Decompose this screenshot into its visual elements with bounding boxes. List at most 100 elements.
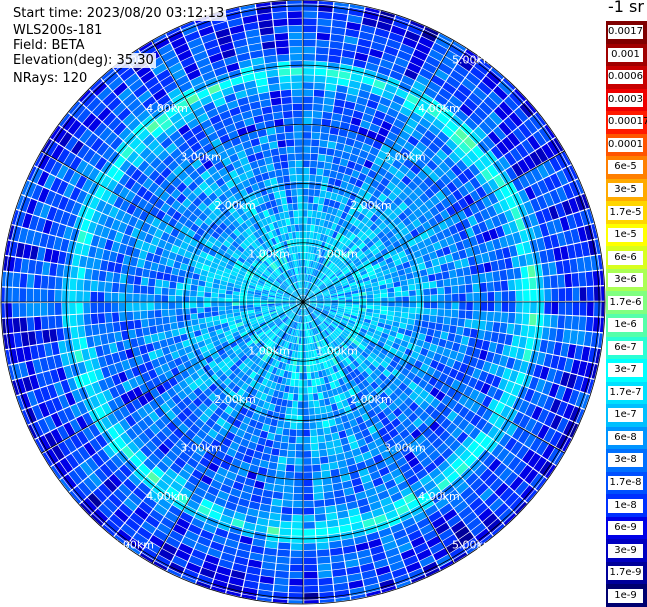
- range-gate-cell: [298, 315, 301, 323]
- range-gate-cell: [348, 580, 364, 589]
- range-gate-cell: [221, 256, 229, 264]
- range-gate-cell: [280, 521, 292, 529]
- range-gate-cell: [248, 501, 261, 510]
- range-gate-cell: [483, 96, 498, 111]
- range-gate-cell: [303, 309, 306, 316]
- range-gate-cell: [349, 362, 357, 371]
- range-gate-cell: [385, 257, 394, 265]
- range-gate-cell: [105, 322, 114, 333]
- range-gate-cell: [374, 208, 384, 218]
- range-gate-cell: [522, 449, 535, 464]
- range-gate-cell: [281, 315, 288, 321]
- range-gate-cell: [462, 511, 477, 526]
- range-gate-cell: [366, 302, 374, 306]
- range-gate-cell: [286, 240, 291, 248]
- range-gate-cell: [424, 462, 437, 474]
- range-gate-cell: [472, 445, 485, 458]
- range-gate-cell: [257, 367, 264, 376]
- range-gate-cell: [294, 275, 298, 282]
- range-gate-cell: [493, 106, 508, 121]
- range-gate-cell: [319, 314, 326, 320]
- range-gate-cell: [564, 315, 573, 330]
- range-gate-cell: [550, 234, 560, 248]
- range-gate-cell: [306, 224, 311, 232]
- range-gate-cell: [338, 234, 345, 243]
- range-gate-cell: [555, 261, 564, 275]
- range-gate-cell: [374, 377, 383, 386]
- range-gate-cell: [362, 337, 371, 344]
- range-gate-cell: [35, 260, 44, 275]
- range-gate-cell: [214, 240, 223, 248]
- range-gate-cell: [337, 78, 350, 87]
- range-gate-cell: [268, 294, 276, 298]
- range-gate-cell: [39, 233, 49, 248]
- range-gate-cell: [187, 118, 200, 130]
- range-gate-cell: [330, 554, 344, 563]
- range-gate-cell: [290, 415, 297, 422]
- range-gate-cell: [414, 395, 424, 406]
- range-gate-cell: [366, 294, 374, 299]
- range-gate-cell: [459, 122, 473, 136]
- range-gate-cell: [291, 372, 296, 380]
- range-gate-cell: [263, 271, 270, 277]
- range-gate-cell: [26, 317, 35, 331]
- range-gate-cell: [391, 567, 408, 579]
- range-gate-cell: [303, 288, 306, 295]
- range-gate-cell: [549, 431, 563, 447]
- range-gate-cell: [335, 314, 343, 319]
- range-gate-cell: [365, 287, 373, 292]
- range-gate-cell: [95, 247, 104, 260]
- range-gate-cell: [21, 180, 30, 195]
- range-gate-cell: [191, 517, 205, 529]
- range-gate-cell: [413, 385, 424, 396]
- range-gate-cell: [251, 335, 259, 342]
- range-gate-cell: [412, 270, 421, 278]
- range-gate-cell: [407, 135, 419, 147]
- range-gate-cell: [280, 257, 286, 264]
- range-gate-cell: [210, 155, 221, 165]
- range-gate-cell: [104, 376, 115, 389]
- range-gate-cell: [313, 277, 319, 285]
- range-gate-cell: [336, 311, 344, 315]
- range-gate-cell: [340, 56, 354, 66]
- range-gate-cell: [306, 267, 309, 274]
- range-gate-cell: [211, 439, 222, 450]
- range-gate-cell: [111, 241, 121, 253]
- range-gate-cell: [383, 137, 395, 148]
- range-gate-cell: [541, 263, 550, 276]
- range-gate-cell: [246, 257, 254, 265]
- range-gate-cell: [337, 309, 345, 313]
- range-gate-cell: [369, 352, 378, 360]
- range-gate-cell: [150, 435, 163, 448]
- range-gate-cell: [535, 378, 546, 393]
- range-gate-cell: [415, 256, 424, 265]
- range-gate-cell: [329, 396, 336, 405]
- range-gate-cell: [194, 175, 205, 186]
- range-gate-cell: [311, 132, 321, 140]
- range-gate-cell: [219, 260, 227, 268]
- range-gate-cell: [598, 333, 603, 348]
- range-gate-cell: [190, 493, 203, 505]
- range-gate-cell: [139, 344, 148, 355]
- range-gate-cell: [260, 252, 267, 260]
- range-gate-cell: [63, 183, 75, 198]
- range-gate-cell: [321, 369, 327, 377]
- range-gate-cell: [309, 358, 313, 365]
- range-gate-cell: [166, 387, 177, 398]
- range-gate-cell: [270, 342, 276, 350]
- range-gate-cell: [197, 191, 208, 202]
- range-gate-cell: [492, 202, 504, 215]
- range-gate-cell: [311, 350, 315, 358]
- range-gate-cell: [435, 323, 443, 331]
- range-gate-cell: [317, 435, 326, 443]
- range-gate-cell: [148, 182, 159, 194]
- range-gate-cell: [142, 134, 155, 147]
- range-gate-cell: [369, 274, 377, 280]
- range-gate-cell: [487, 178, 499, 192]
- range-gate-cell: [350, 284, 358, 289]
- range-gate-cell: [408, 529, 423, 542]
- range-gate-cell: [446, 452, 459, 465]
- range-gate-cell: [461, 52, 478, 66]
- range-gate-cell: [310, 146, 319, 154]
- range-gate-cell: [350, 267, 358, 274]
